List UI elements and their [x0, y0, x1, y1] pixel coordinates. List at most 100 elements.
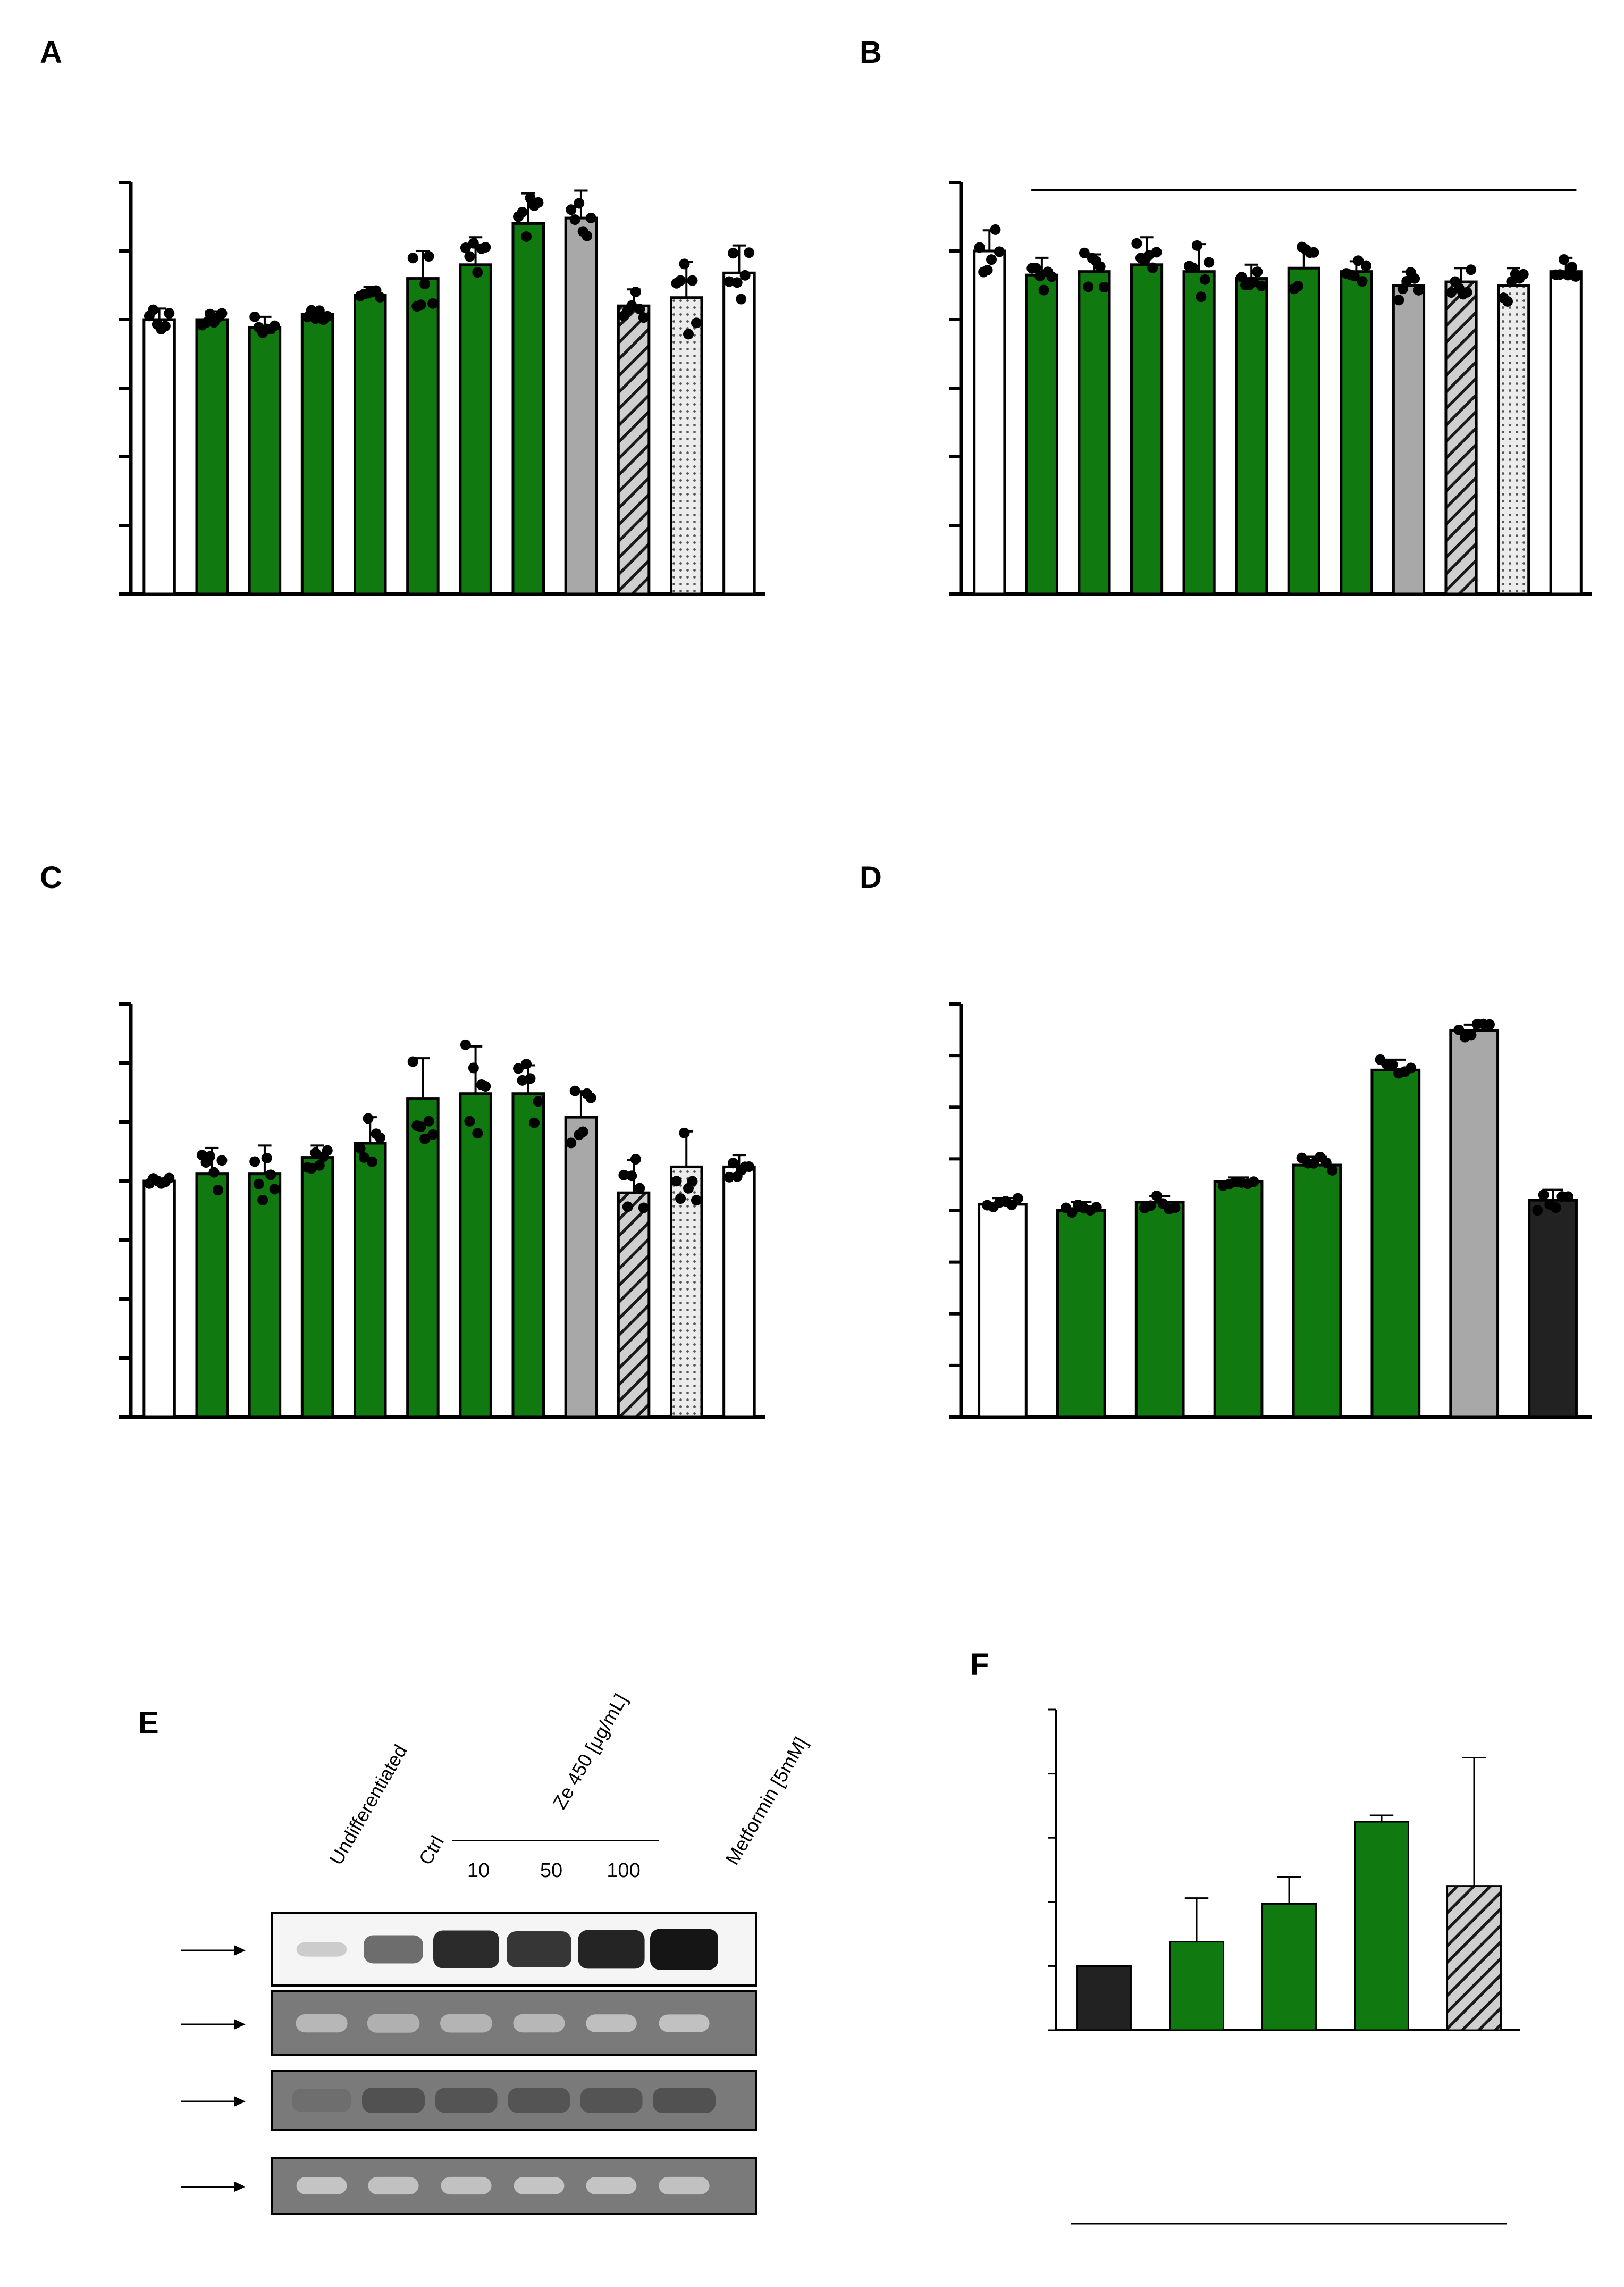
blot-band	[440, 2014, 492, 2033]
data-point	[1030, 263, 1041, 274]
blot-arrow-head	[234, 1945, 246, 1956]
data-point	[306, 305, 317, 316]
data-point	[1038, 284, 1049, 296]
blot-band	[513, 2014, 565, 2033]
data-point	[1012, 1193, 1023, 1204]
chart-panel-f	[1048, 1708, 1520, 2225]
data-point	[427, 1129, 439, 1140]
data-point	[1204, 257, 1215, 268]
data-point	[1393, 295, 1404, 306]
data-point	[1409, 273, 1420, 284]
bar	[1169, 1941, 1224, 2031]
data-point	[1413, 284, 1424, 296]
data-point	[744, 1161, 755, 1172]
bar	[1497, 284, 1530, 596]
bar	[1340, 270, 1373, 596]
bar	[353, 294, 387, 596]
data-point	[1248, 1176, 1259, 1187]
panel-letter-d: D	[860, 860, 882, 895]
data-point	[1538, 1189, 1549, 1201]
bar	[353, 1142, 387, 1419]
blot-band	[650, 1929, 718, 1970]
data-point	[1360, 260, 1371, 271]
data-point	[1145, 1200, 1156, 1211]
data-point	[1147, 262, 1158, 273]
data-point	[1387, 1059, 1398, 1070]
data-point	[638, 1202, 649, 1213]
blot-band	[368, 2176, 419, 2195]
data-point	[569, 1085, 580, 1096]
data-point	[671, 1176, 682, 1187]
data-point	[322, 311, 333, 322]
data-point	[419, 1133, 431, 1144]
data-point	[314, 305, 325, 316]
data-point	[374, 1132, 385, 1143]
data-point	[427, 298, 439, 309]
data-point	[1466, 264, 1477, 275]
data-point	[1199, 274, 1210, 285]
blot-arrow-head	[234, 2019, 246, 2030]
data-point	[269, 1184, 280, 1195]
data-point	[216, 1155, 228, 1166]
data-point	[261, 1152, 272, 1163]
chart-panel-b	[949, 181, 1592, 596]
data-point	[513, 1063, 524, 1074]
panel-letter-a: A	[40, 35, 62, 70]
data-point	[533, 197, 544, 208]
bar	[511, 1092, 545, 1419]
data-point	[212, 1185, 223, 1196]
blot-band	[508, 2088, 570, 2113]
blot-band	[659, 2014, 710, 2032]
data-point	[1066, 1207, 1078, 1218]
data-point	[205, 308, 216, 320]
data-point	[460, 1039, 471, 1050]
data-point	[982, 264, 993, 275]
bar	[564, 1116, 598, 1419]
data-point	[269, 320, 280, 331]
data-point	[464, 251, 475, 262]
data-point	[200, 317, 212, 328]
blot-header-ctrl: Ctrl	[414, 1832, 448, 1869]
bar	[511, 222, 545, 596]
data-point	[355, 1143, 366, 1154]
data-point	[1256, 280, 1267, 291]
blot-band	[659, 2176, 710, 2195]
data-point	[1083, 281, 1094, 292]
blot-band	[296, 2014, 348, 2033]
data-point	[253, 1178, 264, 1189]
data-point	[634, 1183, 645, 1194]
panel-letter-f: F	[970, 1647, 989, 1682]
data-point	[744, 247, 755, 258]
data-point	[994, 246, 1005, 257]
data-point	[363, 1113, 374, 1124]
data-point	[630, 1154, 641, 1165]
data-point	[314, 1160, 325, 1171]
data-point	[366, 1156, 377, 1167]
data-point	[728, 1158, 739, 1169]
bar	[1056, 1209, 1106, 1419]
data-point	[257, 1194, 268, 1205]
blot-band	[296, 2177, 347, 2194]
data-point	[622, 1201, 633, 1212]
data-point	[687, 275, 698, 286]
data-point	[208, 1167, 220, 1178]
data-point	[249, 311, 260, 322]
data-point	[986, 254, 997, 265]
blot-header-ze450: Ze 450 [μg/mL]	[548, 1690, 632, 1813]
data-point	[480, 1080, 491, 1092]
blot-rows	[181, 1912, 757, 2215]
data-point	[566, 204, 577, 215]
data-point	[517, 207, 528, 218]
data-point	[1248, 276, 1259, 287]
data-point	[1554, 269, 1566, 280]
data-point	[1099, 282, 1110, 293]
data-point	[1091, 1202, 1102, 1213]
blot-band	[435, 2088, 498, 2113]
data-point	[525, 1073, 536, 1084]
data-point	[1532, 1205, 1543, 1216]
bar	[248, 326, 282, 596]
blot-band	[441, 2176, 492, 2195]
data-point	[528, 1117, 540, 1128]
data-point	[521, 1059, 532, 1070]
